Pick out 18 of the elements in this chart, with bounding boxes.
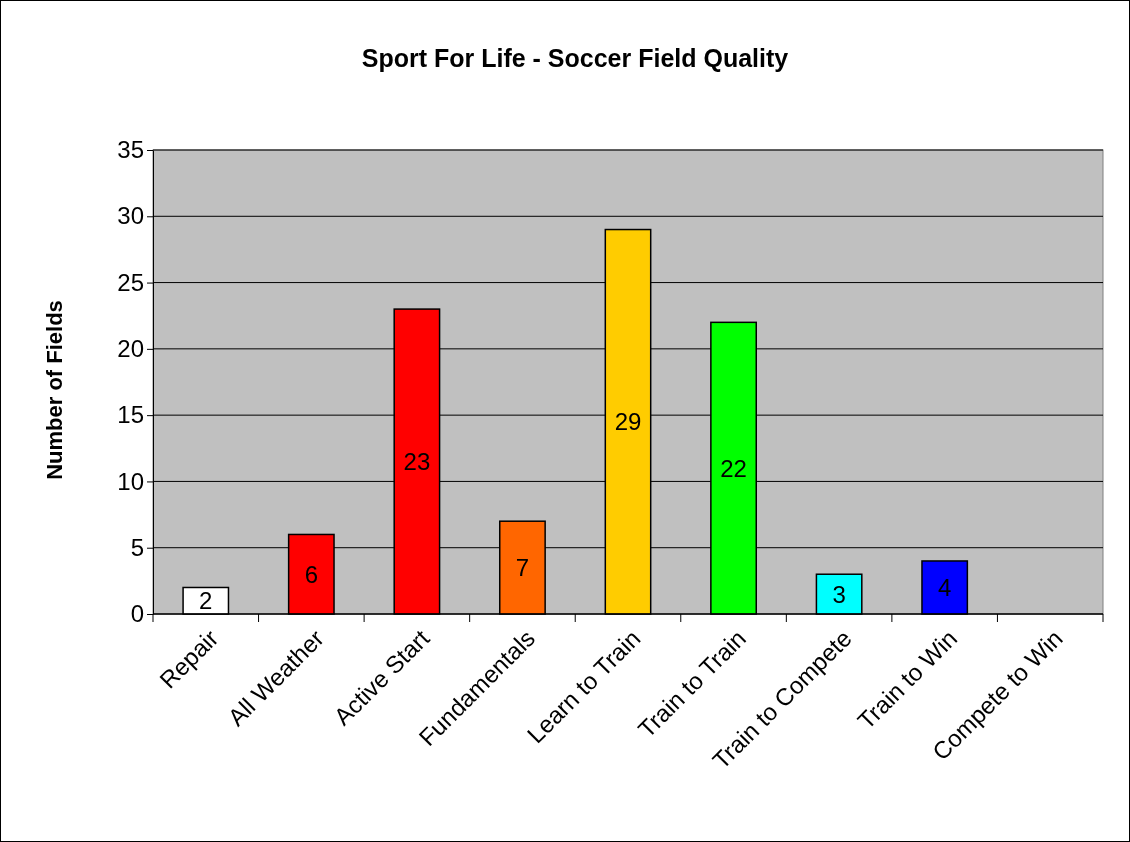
y-tick-label: 5 (130, 533, 144, 561)
data-label: 23 (403, 448, 431, 476)
y-tick-label: 30 (117, 202, 144, 230)
y-tick-label: 0 (130, 600, 144, 628)
data-label: 22 (720, 454, 747, 482)
data-label: 7 (515, 554, 530, 582)
y-tick-label: 35 (117, 136, 144, 164)
data-label: 3 (832, 580, 846, 608)
chart-title: Sport For Life - Soccer Field Quality (361, 44, 789, 72)
y-tick-label: 10 (117, 467, 144, 495)
y-axis-title: Number of Fields (42, 300, 67, 480)
data-label: 2 (199, 587, 213, 615)
data-label: 6 (304, 560, 319, 588)
y-tick-label: 15 (117, 401, 144, 429)
y-tick-label: 25 (117, 268, 144, 296)
data-label: 4 (937, 573, 952, 601)
y-tick-label: 20 (117, 335, 144, 363)
data-label: 29 (614, 408, 642, 436)
